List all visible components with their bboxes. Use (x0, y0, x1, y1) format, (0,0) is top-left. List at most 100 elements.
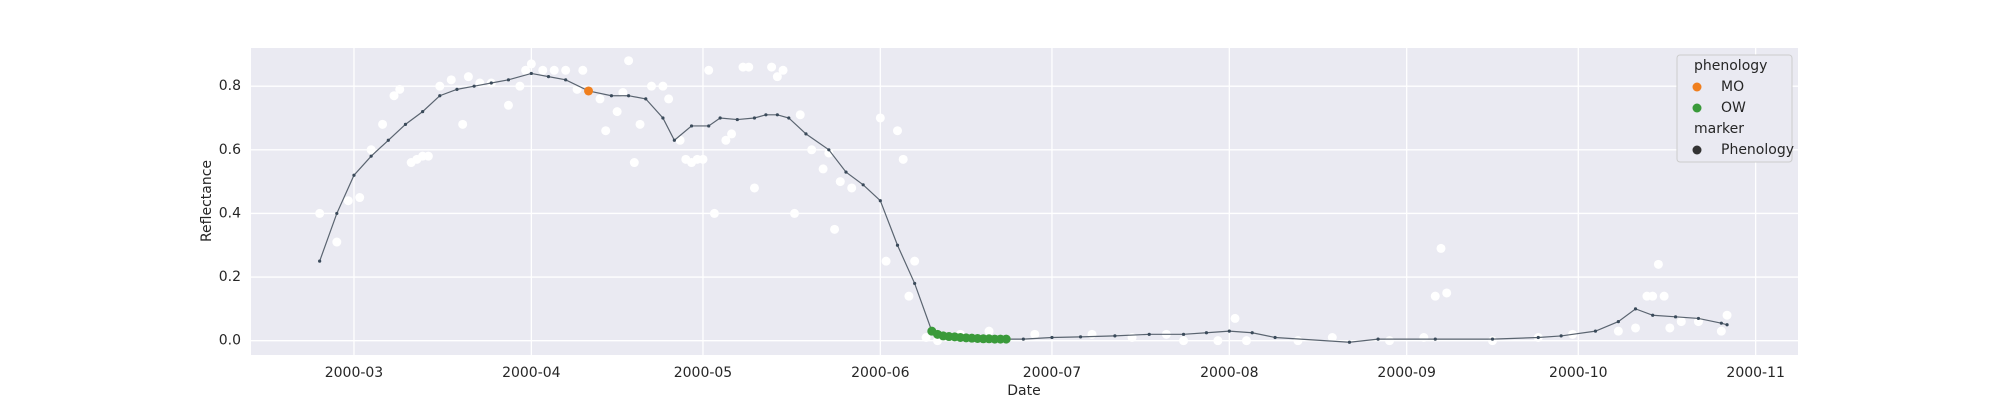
legend-label: Phenology (1721, 142, 1794, 158)
observation-point (921, 333, 931, 343)
line-marker (1113, 334, 1117, 338)
observation-point (549, 65, 559, 75)
line-marker (735, 117, 739, 122)
observation-point (910, 256, 920, 266)
observation-point (807, 145, 817, 155)
observation-point (675, 135, 685, 145)
observation-point (664, 94, 674, 104)
line-marker (827, 148, 831, 152)
observation-point (984, 326, 994, 336)
observation-point (1087, 329, 1097, 339)
line-marker (506, 78, 511, 82)
observation-point (1436, 243, 1446, 253)
x-tick-label: 2000-10 (1549, 365, 1608, 381)
legend-label: MO (1721, 79, 1744, 95)
line-marker (1376, 337, 1380, 341)
line-marker (546, 75, 551, 79)
line-marker (609, 94, 614, 98)
observation-point (629, 158, 639, 168)
observation-point (898, 154, 908, 164)
line-marker (1490, 337, 1495, 341)
line-marker (752, 116, 757, 120)
observation-point (875, 113, 885, 123)
observation-point (835, 177, 845, 187)
observation-point (458, 119, 468, 129)
observation-point (332, 237, 342, 247)
x-axis-label: Date (1007, 383, 1040, 399)
observation-point (904, 291, 914, 301)
line-marker (1204, 331, 1209, 335)
legend-title: marker (1694, 121, 1744, 137)
line-marker (1593, 329, 1598, 333)
observation-point (595, 94, 605, 104)
observation-point (795, 110, 805, 120)
observation-point (744, 62, 754, 72)
observation-point (612, 107, 622, 117)
x-tick-label: 2000-08 (1200, 365, 1259, 381)
observation-point (1716, 326, 1726, 336)
observation-point (790, 208, 800, 218)
observation-point (521, 65, 531, 75)
line-marker (787, 116, 791, 120)
line-marker (878, 199, 882, 203)
line-marker (689, 124, 694, 128)
line-marker (775, 113, 779, 117)
observation-point (618, 88, 628, 98)
x-tick-label: 2000-07 (1023, 365, 1082, 381)
observation-point (1613, 326, 1623, 336)
observation-point (818, 164, 828, 174)
line-marker (1021, 337, 1025, 341)
observation-point (561, 65, 571, 75)
observation-point (572, 84, 582, 94)
observation-point (1293, 336, 1303, 346)
line-marker (1250, 331, 1254, 335)
observation-point (892, 126, 902, 136)
observation-point (1648, 291, 1658, 301)
observation-point (721, 135, 731, 145)
observation-point (778, 65, 788, 75)
line-marker (369, 154, 373, 158)
observation-point (1659, 291, 1669, 301)
line-marker (661, 116, 665, 120)
observation-point (646, 81, 656, 91)
line-marker (564, 78, 568, 82)
line-marker (1433, 337, 1437, 341)
observation-point (635, 119, 645, 129)
y-axis-label: Reflectance (199, 160, 215, 242)
observation-point (1213, 336, 1223, 346)
observation-point (698, 154, 708, 164)
observation-point (1442, 288, 1452, 298)
observation-point (463, 72, 473, 82)
line-marker (672, 138, 676, 142)
observation-point (435, 81, 445, 91)
line-marker (644, 97, 648, 101)
legend-marker (1692, 103, 1702, 113)
legend-marker (1692, 82, 1702, 92)
observation-point (709, 208, 719, 218)
observation-point (658, 81, 668, 91)
line-marker (403, 122, 408, 126)
observation-point (1419, 333, 1429, 343)
observation-point (1241, 336, 1251, 346)
observation-point (847, 183, 857, 193)
observation-point (315, 208, 325, 218)
observation-point (1127, 333, 1137, 343)
observation-point (503, 100, 513, 110)
legend-marker (1692, 145, 1702, 155)
observation-point (624, 56, 634, 66)
observation-point (1327, 333, 1337, 343)
legend-label: OW (1721, 100, 1746, 116)
observation-point (1179, 336, 1189, 346)
line-marker (1673, 315, 1678, 319)
observation-point (772, 72, 782, 82)
line-marker (895, 243, 900, 247)
line-marker (1227, 329, 1231, 333)
observation-point (727, 129, 737, 139)
line-marker (844, 170, 848, 174)
phenology-point (584, 86, 594, 96)
observation-point (355, 193, 365, 203)
observation-point (578, 65, 588, 75)
observation-point (767, 62, 777, 72)
line-marker (764, 113, 768, 117)
line-marker (421, 110, 425, 114)
